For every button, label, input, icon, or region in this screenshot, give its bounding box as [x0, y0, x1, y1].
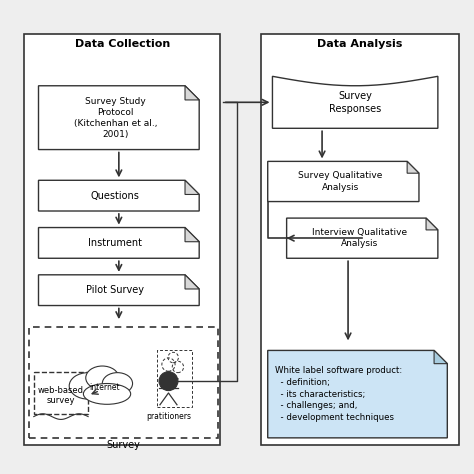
Text: Survey Study
Protocol
(Kitchenhan et al.,
2001): Survey Study Protocol (Kitchenhan et al.… [73, 97, 157, 139]
Text: Survey
Responses: Survey Responses [329, 91, 381, 113]
Text: Data Collection: Data Collection [75, 39, 170, 49]
Text: Survey: Survey [107, 440, 140, 450]
Polygon shape [185, 228, 199, 242]
Polygon shape [185, 86, 199, 100]
Text: Data Analysis: Data Analysis [317, 39, 402, 49]
Ellipse shape [102, 373, 133, 394]
Polygon shape [426, 218, 438, 230]
Text: internet: internet [90, 383, 120, 392]
Polygon shape [38, 228, 199, 258]
Text: Interview Qualitative
Analysis: Interview Qualitative Analysis [312, 228, 407, 248]
Polygon shape [38, 275, 199, 306]
Polygon shape [287, 218, 438, 258]
Text: Questions: Questions [91, 191, 140, 201]
Ellipse shape [69, 373, 107, 399]
Ellipse shape [83, 383, 131, 404]
Polygon shape [268, 350, 447, 438]
Text: Instrument: Instrument [88, 238, 142, 248]
Polygon shape [273, 76, 438, 128]
Polygon shape [268, 161, 419, 201]
Polygon shape [185, 180, 199, 194]
Text: White label software product:
  - definition;
  - its characteristics;
  - chall: White label software product: - definiti… [275, 366, 402, 422]
Circle shape [159, 372, 178, 391]
Text: pratitioners: pratitioners [146, 412, 191, 421]
Polygon shape [38, 86, 199, 150]
FancyBboxPatch shape [261, 34, 459, 445]
Polygon shape [185, 275, 199, 289]
Text: web-based
survey: web-based survey [38, 386, 84, 405]
Text: Pilot Survey: Pilot Survey [86, 285, 144, 295]
Polygon shape [434, 350, 447, 364]
Text: Survey Qualitative
Analysis: Survey Qualitative Analysis [298, 172, 383, 191]
Polygon shape [34, 372, 88, 414]
Ellipse shape [86, 366, 119, 390]
Polygon shape [38, 180, 199, 211]
FancyBboxPatch shape [24, 34, 220, 445]
Polygon shape [407, 161, 419, 173]
